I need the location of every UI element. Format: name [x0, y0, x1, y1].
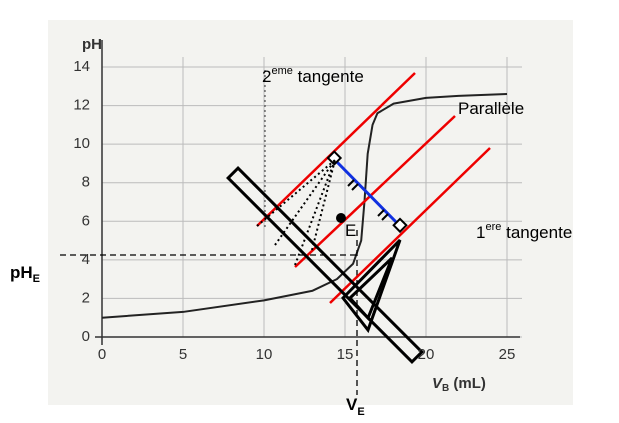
parallel-label: Parallèle	[458, 99, 524, 118]
label-main: 2	[262, 67, 271, 86]
label-main: V	[346, 395, 358, 414]
x-label-main: V	[432, 375, 444, 392]
label-sub: E	[357, 406, 364, 418]
y-tick-label: 10	[73, 135, 90, 152]
y-tick-label: 8	[82, 174, 90, 191]
label-rest: tangente	[293, 67, 364, 86]
plot-background	[48, 20, 573, 405]
right-angle	[392, 217, 408, 234]
point-e	[336, 213, 346, 223]
ruler	[226, 166, 424, 364]
x-axis-label: VB (mL)	[432, 375, 486, 394]
phe-label: pHE	[10, 263, 40, 285]
right-angle	[326, 150, 343, 166]
x-label-sub: B	[442, 383, 449, 394]
tick-marks	[347, 179, 389, 221]
x-tick-label: 15	[337, 346, 354, 363]
y-axis-label: pH	[82, 36, 102, 53]
first-tangent-label: 1ere tangente	[476, 221, 572, 242]
label-sup: ere	[485, 221, 501, 233]
x-tick-label: 20	[418, 346, 435, 363]
set-square	[341, 238, 402, 334]
label-sub: E	[33, 273, 40, 285]
second-tangent-label: 2eme tangente	[262, 65, 364, 86]
label-main: pH	[10, 263, 33, 282]
point-label: E	[345, 221, 356, 240]
label-rest: tangente	[501, 223, 572, 242]
x-tick-label: 10	[256, 346, 273, 363]
x-tick-label: 0	[98, 346, 106, 363]
y-tick-label: 12	[73, 97, 90, 114]
y-tick-label: 0	[82, 328, 90, 345]
set-square-inner	[347, 256, 394, 321]
y-tick-label: 14	[73, 58, 90, 75]
y-tick-label: 6	[82, 212, 90, 229]
tangent-2	[256, 72, 416, 227]
perpendicular	[333, 158, 402, 228]
tangent-1	[329, 147, 491, 304]
x-tick-label: 25	[499, 346, 516, 363]
label-main: 1	[476, 223, 485, 242]
x-tick-label: 5	[179, 346, 187, 363]
x-label-rest: (mL)	[449, 375, 486, 392]
y-tick-label: 2	[82, 289, 90, 306]
dotted-triangle	[256, 159, 336, 266]
label-sup: eme	[271, 65, 292, 77]
y-tick-label: 4	[82, 251, 90, 268]
parallel-line	[294, 115, 456, 268]
ve-label: VE	[346, 395, 365, 418]
